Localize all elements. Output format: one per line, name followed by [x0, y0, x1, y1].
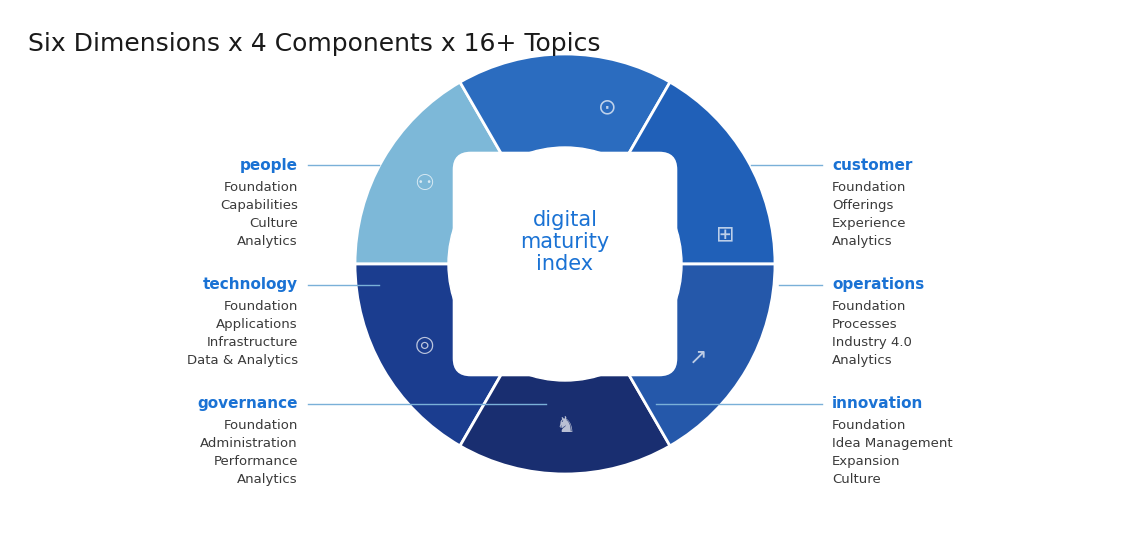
Text: Offerings: Offerings: [832, 199, 894, 212]
Text: Data & Analytics: Data & Analytics: [186, 354, 298, 367]
Text: ◎: ◎: [415, 335, 434, 355]
Circle shape: [447, 147, 683, 381]
Text: innovation: innovation: [832, 396, 923, 411]
Text: Foundation: Foundation: [832, 300, 906, 313]
Text: Administration: Administration: [200, 437, 298, 450]
Wedge shape: [355, 264, 507, 446]
Text: Culture: Culture: [250, 217, 298, 230]
Text: maturity: maturity: [521, 232, 609, 252]
Text: ⚇: ⚇: [415, 173, 434, 193]
Text: operations: operations: [832, 277, 924, 292]
Text: governance: governance: [198, 396, 298, 411]
Wedge shape: [623, 82, 775, 264]
Text: Applications: Applications: [216, 318, 298, 331]
Text: Performance: Performance: [214, 455, 298, 468]
Text: Culture: Culture: [832, 473, 880, 486]
Text: Foundation: Foundation: [224, 181, 298, 194]
Text: index: index: [537, 254, 593, 274]
Text: ♞: ♞: [555, 416, 575, 436]
Text: Analytics: Analytics: [237, 235, 298, 248]
Text: customer: customer: [832, 158, 912, 173]
Text: Foundation: Foundation: [832, 420, 906, 433]
Text: ⊙: ⊙: [598, 97, 616, 117]
Wedge shape: [460, 54, 670, 164]
Text: ⊞: ⊞: [715, 226, 734, 246]
Wedge shape: [623, 264, 775, 446]
Text: Foundation: Foundation: [224, 420, 298, 433]
Text: Six Dimensions x 4 Components x 16+ Topics: Six Dimensions x 4 Components x 16+ Topi…: [28, 32, 600, 56]
Wedge shape: [460, 364, 670, 474]
Text: Foundation: Foundation: [832, 181, 906, 194]
Text: Analytics: Analytics: [237, 473, 298, 486]
Text: Expansion: Expansion: [832, 455, 901, 468]
Text: Analytics: Analytics: [832, 235, 893, 248]
Text: Analytics: Analytics: [832, 354, 893, 367]
Text: Idea Management: Idea Management: [832, 437, 953, 450]
Text: Experience: Experience: [832, 217, 906, 230]
Text: technology: technology: [203, 277, 298, 292]
Text: people: people: [240, 158, 298, 173]
Text: Capabilities: Capabilities: [220, 199, 298, 212]
Text: Processes: Processes: [832, 318, 897, 331]
Text: digital: digital: [532, 210, 598, 230]
Wedge shape: [355, 82, 507, 264]
Text: ↗: ↗: [689, 347, 707, 367]
Text: Industry 4.0: Industry 4.0: [832, 336, 912, 349]
Text: Foundation: Foundation: [224, 300, 298, 313]
Text: Infrastructure: Infrastructure: [207, 336, 298, 349]
FancyBboxPatch shape: [453, 152, 677, 376]
